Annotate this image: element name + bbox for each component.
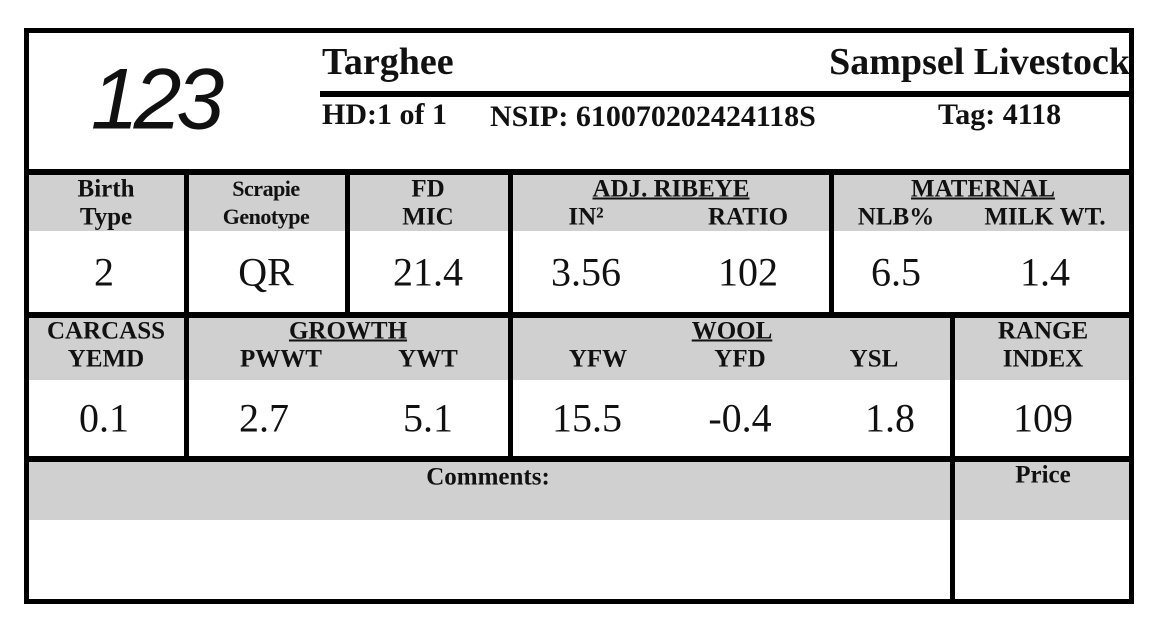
divider	[320, 91, 1132, 97]
divider	[24, 312, 1134, 318]
label: YFD	[714, 345, 766, 373]
label: Scrapie	[232, 176, 300, 201]
label: FD	[411, 175, 445, 203]
header-band	[28, 175, 1130, 231]
label: RATIO	[707, 203, 789, 231]
breed: Targhee	[322, 41, 454, 83]
label: PWWT	[240, 345, 322, 373]
label: Genotype	[222, 204, 310, 229]
value: 1.8	[865, 395, 915, 441]
value: 21.4	[393, 249, 463, 295]
group-title: ADJ. RIBEYE	[592, 175, 750, 203]
value: 2	[94, 249, 114, 295]
label: IN²	[568, 203, 604, 231]
label: YEMD	[67, 345, 145, 373]
value: -0.4	[708, 395, 772, 441]
nsip: NSIP: 610070202424118S	[490, 100, 816, 133]
divider	[24, 169, 1134, 175]
hd: HD:1 of 1	[322, 98, 447, 131]
value: 6.5	[871, 249, 921, 295]
value: QR	[238, 249, 294, 295]
label: YSL	[849, 345, 899, 373]
value: 15.5	[552, 395, 622, 441]
value: 1.4	[1020, 249, 1070, 295]
label: NLB%	[857, 203, 935, 231]
value: 5.1	[403, 395, 453, 441]
divider	[950, 314, 955, 604]
divider	[345, 172, 350, 316]
tag: Tag: 4118	[938, 98, 1062, 131]
label: Type	[79, 203, 133, 231]
label: YWT	[398, 345, 458, 373]
header-band	[28, 462, 1130, 520]
comments-label: Comments:	[426, 463, 550, 491]
divider	[184, 172, 189, 316]
breeder: Sampsel Livestock	[829, 41, 1130, 83]
group-title: MATERNAL	[911, 175, 1055, 203]
header-band	[28, 318, 1130, 380]
value: 109	[1013, 395, 1073, 441]
sheep-number: 123	[90, 51, 224, 148]
group-title: GROWTH	[288, 317, 408, 345]
label: CARCASS	[46, 317, 166, 345]
divider	[829, 172, 834, 316]
value: 2.7	[239, 395, 289, 441]
divider	[508, 314, 513, 460]
label: MILK WT.	[984, 203, 1106, 231]
value: 0.1	[79, 395, 129, 441]
label: RANGE	[997, 317, 1089, 345]
divider	[24, 456, 1134, 462]
divider	[184, 314, 189, 460]
value: 102	[718, 249, 778, 295]
label: INDEX	[1002, 345, 1084, 373]
divider	[508, 172, 513, 316]
label: YFW	[568, 345, 628, 373]
label: Birth	[77, 175, 135, 203]
label: MIC	[402, 203, 454, 231]
group-title: WOOL	[691, 317, 773, 345]
value: 3.56	[551, 249, 621, 295]
price-label: Price	[1015, 461, 1071, 489]
